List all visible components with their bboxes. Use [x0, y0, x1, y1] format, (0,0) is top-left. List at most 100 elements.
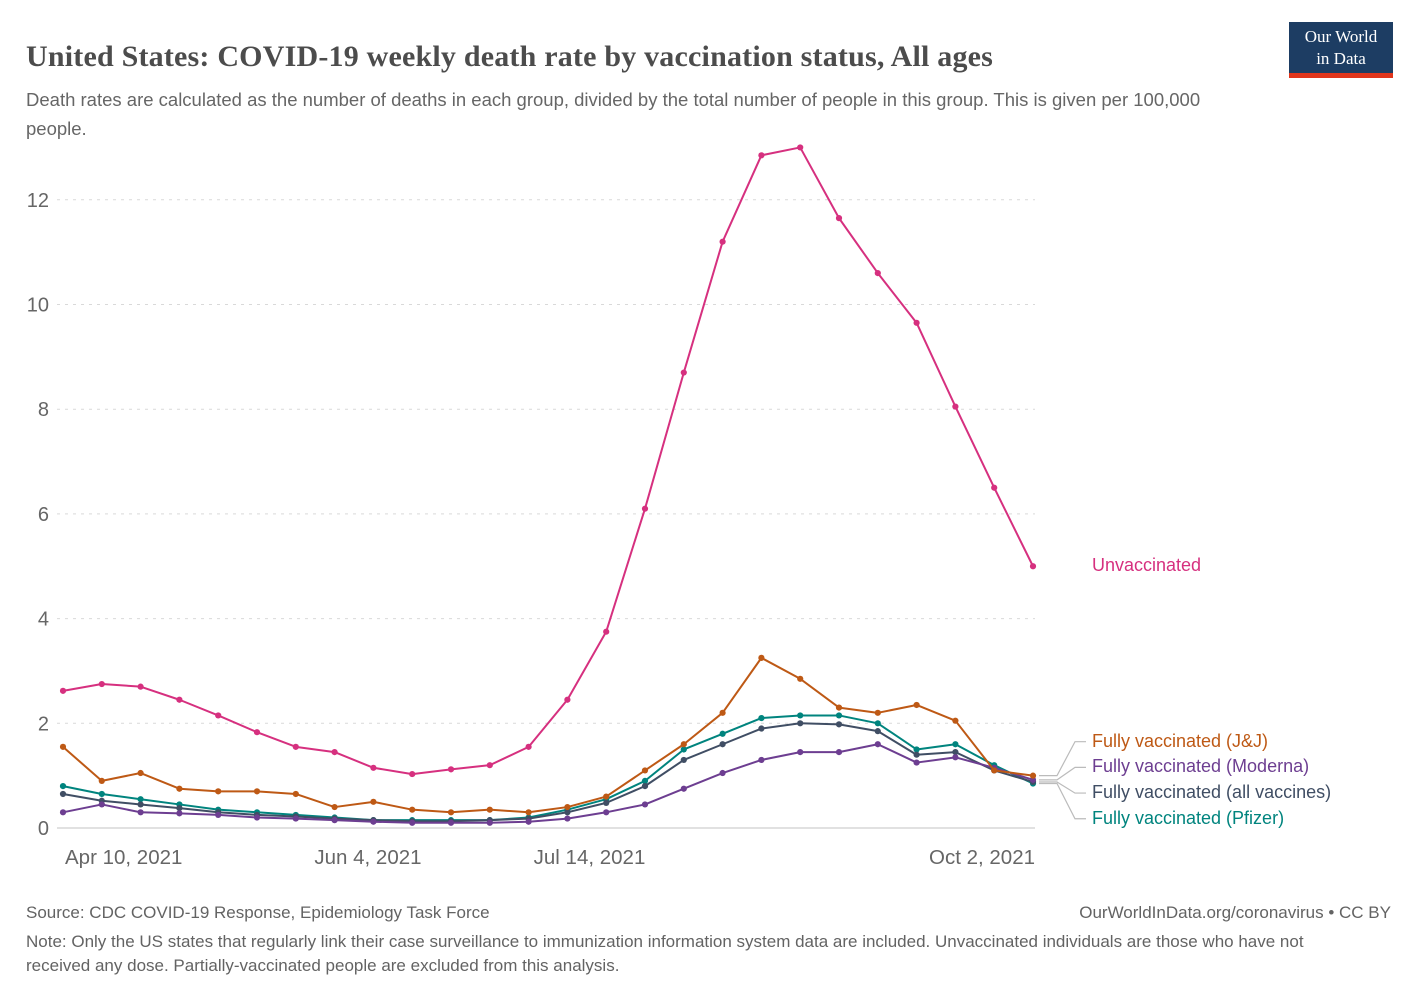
data-point: [991, 484, 998, 491]
y-tick-label: 6: [38, 504, 49, 526]
data-point: [564, 803, 571, 811]
series-line-fully-vaccinated-all-vaccines[interactable]: [62, 722, 1034, 823]
data-point: [525, 743, 532, 750]
x-tick-label: Oct 2, 2021: [929, 846, 1035, 869]
owid-logo: Our World in Data: [1289, 22, 1393, 78]
series-label-fully-vaccinated-j-j[interactable]: Fully vaccinated (J&J): [1092, 730, 1269, 751]
note-text: Note: Only the US states that regularly …: [26, 932, 1304, 976]
series-line-fully-vaccinated-pfizer[interactable]: [62, 714, 1034, 822]
data-point: [641, 801, 649, 808]
data-point: [486, 806, 493, 813]
data-point: [292, 743, 299, 750]
data-point: [292, 815, 299, 822]
owid-logo-line1: Our World: [1304, 26, 1378, 46]
series-label-fully-vaccinated-moderna[interactable]: Fully vaccinated (Moderna): [1092, 756, 1310, 777]
data-point: [137, 683, 144, 690]
data-point: [331, 803, 338, 811]
attribution-link[interactable]: OurWorldInData.org/coronavirus • CC BY: [1079, 903, 1391, 922]
data-point: [874, 720, 881, 727]
data-point: [564, 696, 571, 703]
data-point: [797, 720, 804, 727]
data-point: [680, 785, 687, 792]
series-line-fully-vaccinated-moderna[interactable]: [62, 743, 1034, 824]
data-point: [59, 687, 67, 694]
data-point: [758, 152, 765, 159]
data-point: [913, 751, 920, 758]
y-tick-label: 4: [38, 609, 49, 631]
x-tick-label: Apr 10, 2021: [65, 846, 182, 869]
data-point: [797, 144, 804, 151]
data-point: [719, 238, 726, 245]
series-label-fully-vaccinated-pfizer[interactable]: Fully vaccinated (Pfizer): [1092, 807, 1285, 828]
data-point: [680, 741, 687, 748]
data-point: [292, 790, 299, 798]
data-point: [874, 741, 881, 748]
data-point: [98, 777, 105, 784]
data-point: [719, 709, 726, 716]
data-point: [719, 741, 726, 748]
data-point: [447, 819, 455, 826]
label-connector: [1039, 781, 1086, 794]
data-point: [797, 712, 804, 719]
data-point: [176, 785, 183, 792]
page-title: United States: COVID-19 weekly death rat…: [26, 40, 994, 74]
data-point: [486, 819, 493, 826]
data-point: [447, 809, 455, 816]
y-tick-label: 12: [27, 190, 49, 212]
data-point: [409, 819, 416, 826]
data-point: [59, 809, 67, 816]
series-line-fully-vaccinated-j-j[interactable]: [62, 656, 1034, 814]
data-point: [253, 729, 261, 736]
data-point: [59, 790, 67, 798]
data-point: [176, 805, 183, 812]
series-label-unvaccinated[interactable]: Unvaccinated: [1092, 555, 1202, 576]
data-point: [1029, 772, 1037, 779]
data-point: [176, 810, 183, 817]
data-point: [758, 654, 765, 661]
data-point: [874, 269, 881, 277]
series-label-fully-vaccinated-all-vaccines[interactable]: Fully vaccinated (all vaccines): [1092, 782, 1332, 803]
data-point: [952, 754, 959, 761]
series-line-unvaccinated[interactable]: [62, 146, 1034, 776]
data-point: [447, 766, 455, 773]
data-point: [835, 721, 843, 728]
data-point: [797, 675, 804, 682]
chart-subtitle: Death rates are calculated as the number…: [26, 88, 1201, 139]
data-point: [370, 764, 377, 771]
data-point: [641, 777, 649, 784]
data-point: [641, 767, 649, 774]
data-point: [835, 712, 843, 719]
y-tick-label: 2: [38, 713, 49, 735]
data-point: [991, 767, 998, 774]
data-point: [215, 712, 222, 719]
data-point: [486, 762, 493, 769]
data-point: [913, 759, 920, 766]
data-point: [215, 811, 222, 819]
data-point: [952, 717, 959, 724]
data-point: [603, 628, 610, 635]
data-point: [98, 790, 105, 798]
data-point: [253, 814, 261, 821]
chart-footer: Source: CDC COVID-19 Response, Epidemiol…: [26, 903, 1391, 978]
data-point: [641, 505, 649, 512]
data-point: [603, 809, 610, 816]
y-tick-label: 10: [27, 295, 49, 317]
data-point: [758, 725, 765, 732]
data-point: [952, 403, 959, 410]
label-connector: [1039, 782, 1086, 820]
data-point: [680, 756, 687, 764]
label-connector: [1039, 741, 1086, 777]
data-point: [525, 809, 532, 816]
x-tick-label: Jun 4, 2021: [314, 846, 421, 869]
data-point: [564, 809, 571, 816]
data-point: [952, 741, 959, 748]
data-point: [176, 696, 183, 703]
data-point: [409, 806, 416, 813]
data-point: [137, 796, 144, 803]
data-point: [835, 704, 843, 711]
data-point: [603, 799, 610, 806]
data-point: [797, 748, 804, 756]
data-point: [835, 748, 843, 756]
